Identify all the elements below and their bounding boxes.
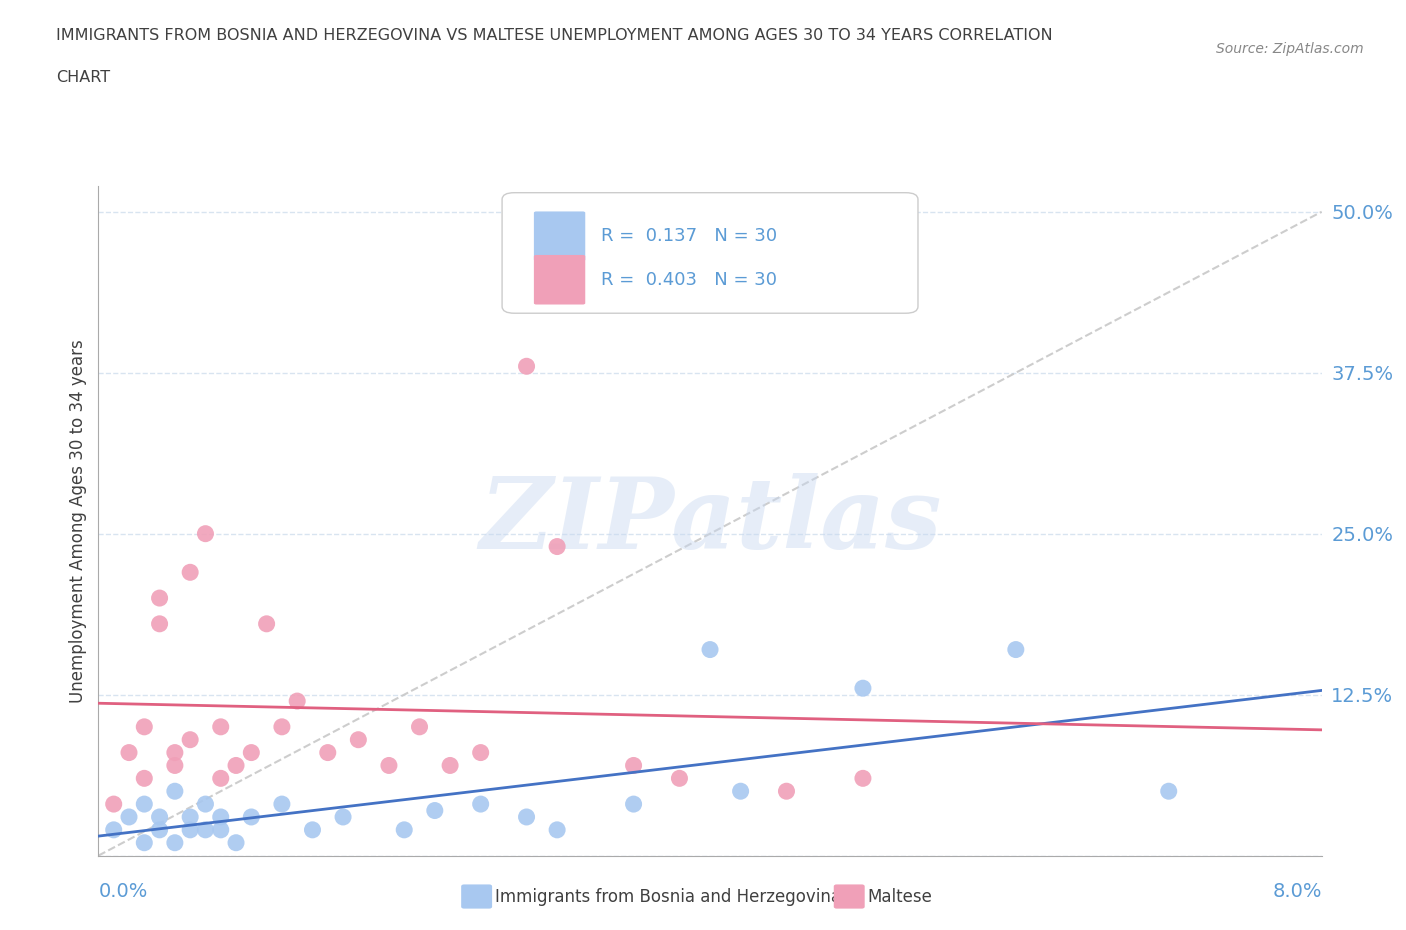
Text: Immigrants from Bosnia and Herzegovina: Immigrants from Bosnia and Herzegovina bbox=[495, 887, 841, 906]
Point bbox=[149, 617, 172, 631]
Text: 0.0%: 0.0% bbox=[98, 883, 148, 901]
Point bbox=[194, 526, 217, 541]
Point bbox=[225, 835, 247, 850]
Point bbox=[209, 822, 232, 837]
Point bbox=[470, 745, 492, 760]
Point bbox=[240, 809, 263, 824]
Point bbox=[179, 732, 201, 747]
Text: Source: ZipAtlas.com: Source: ZipAtlas.com bbox=[1216, 42, 1364, 56]
Point bbox=[852, 681, 875, 696]
Point bbox=[134, 797, 156, 812]
Point bbox=[149, 809, 172, 824]
Text: CHART: CHART bbox=[56, 70, 110, 85]
Point bbox=[103, 797, 125, 812]
FancyBboxPatch shape bbox=[502, 193, 918, 313]
Point bbox=[408, 720, 430, 735]
FancyBboxPatch shape bbox=[534, 211, 585, 261]
Point bbox=[301, 822, 323, 837]
Point bbox=[1004, 642, 1026, 657]
Point bbox=[256, 617, 278, 631]
Text: IMMIGRANTS FROM BOSNIA AND HERZEGOVINA VS MALTESE UNEMPLOYMENT AMONG AGES 30 TO : IMMIGRANTS FROM BOSNIA AND HERZEGOVINA V… bbox=[56, 28, 1053, 43]
Point bbox=[730, 784, 752, 799]
Point bbox=[149, 822, 172, 837]
Point bbox=[103, 822, 125, 837]
Point bbox=[852, 771, 875, 786]
Text: Maltese: Maltese bbox=[868, 887, 932, 906]
Point bbox=[270, 797, 294, 812]
Point bbox=[118, 745, 141, 760]
Text: 8.0%: 8.0% bbox=[1272, 883, 1322, 901]
FancyBboxPatch shape bbox=[534, 255, 585, 304]
Point bbox=[163, 835, 186, 850]
Point bbox=[163, 745, 186, 760]
Point bbox=[332, 809, 354, 824]
Point bbox=[378, 758, 401, 773]
Point bbox=[775, 784, 797, 799]
Point bbox=[209, 771, 232, 786]
Point bbox=[347, 732, 370, 747]
Point bbox=[316, 745, 339, 760]
Point bbox=[470, 797, 492, 812]
Point bbox=[516, 359, 538, 374]
Point bbox=[668, 771, 690, 786]
Point bbox=[209, 809, 232, 824]
Point bbox=[270, 720, 294, 735]
Point bbox=[392, 822, 416, 837]
Point bbox=[118, 809, 141, 824]
Point bbox=[423, 804, 446, 818]
Point bbox=[179, 565, 201, 579]
Point bbox=[240, 745, 263, 760]
Point bbox=[623, 758, 645, 773]
Point bbox=[439, 758, 461, 773]
Point bbox=[134, 720, 156, 735]
Point bbox=[209, 720, 232, 735]
Point bbox=[163, 758, 186, 773]
Point bbox=[134, 835, 156, 850]
Point bbox=[699, 642, 721, 657]
Point bbox=[163, 784, 186, 799]
Point bbox=[623, 797, 645, 812]
Point bbox=[134, 771, 156, 786]
Point bbox=[179, 822, 201, 837]
Point bbox=[194, 822, 217, 837]
Point bbox=[1157, 784, 1180, 799]
Text: ZIPatlas: ZIPatlas bbox=[479, 472, 941, 569]
Point bbox=[516, 809, 538, 824]
Point bbox=[546, 539, 568, 554]
Point bbox=[225, 758, 247, 773]
Text: R =  0.137   N = 30: R = 0.137 N = 30 bbox=[602, 227, 778, 246]
Point bbox=[285, 694, 308, 709]
Point bbox=[179, 809, 201, 824]
Point bbox=[546, 822, 568, 837]
Point bbox=[194, 797, 217, 812]
Y-axis label: Unemployment Among Ages 30 to 34 years: Unemployment Among Ages 30 to 34 years bbox=[69, 339, 87, 703]
Point bbox=[149, 591, 172, 605]
Text: R =  0.403   N = 30: R = 0.403 N = 30 bbox=[602, 271, 778, 288]
